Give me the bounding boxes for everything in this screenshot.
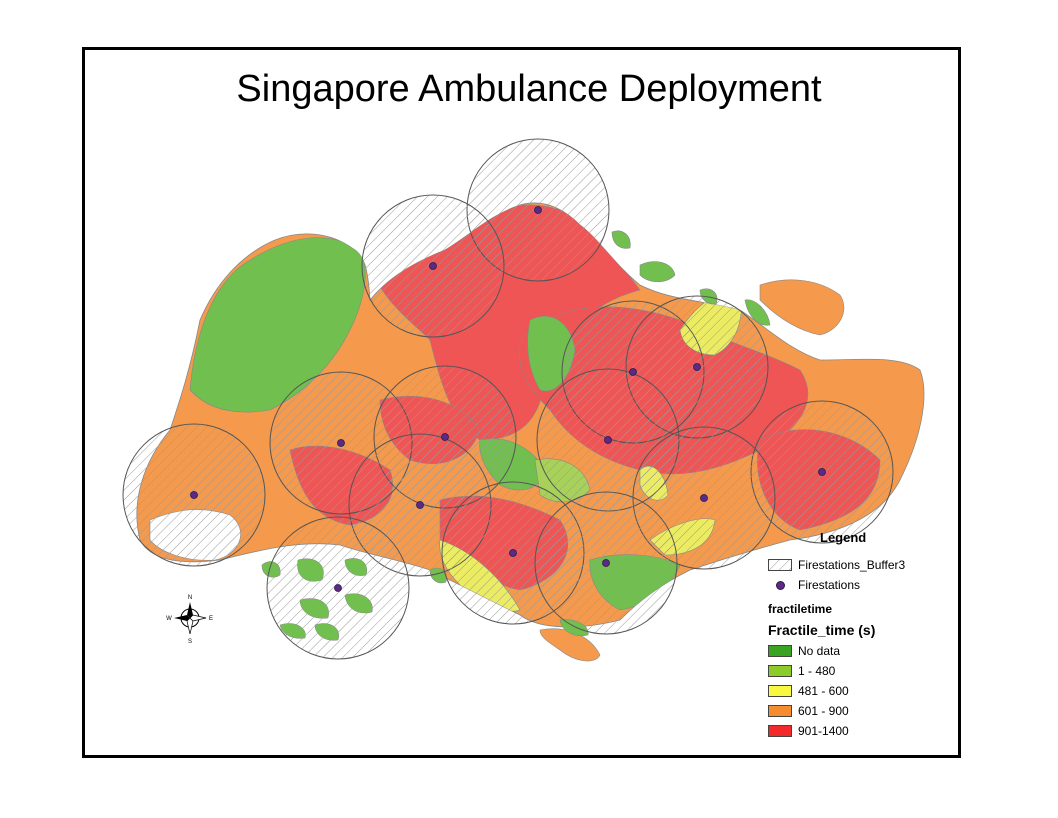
island-pulau-tekong	[639, 261, 676, 283]
firestation-point	[337, 439, 345, 447]
west-label: W	[166, 616, 172, 622]
firestation-point	[429, 262, 437, 270]
class-swatch	[768, 685, 792, 697]
legend-heading: Legend	[820, 530, 867, 545]
station-dot-icon	[768, 580, 792, 590]
legend-buffer-label: Firestations_Buffer3	[798, 558, 906, 572]
legend-buffer-row: Firestations_Buffer3	[768, 555, 958, 575]
island-sentosa	[539, 628, 601, 662]
firestation-point	[534, 206, 542, 214]
class-swatch	[768, 705, 792, 717]
island-s-5	[279, 623, 306, 639]
firestation-point	[334, 584, 342, 592]
south-label: S	[188, 639, 192, 645]
firestation-point	[693, 363, 701, 371]
firestation-point	[818, 468, 826, 476]
legend-class-label: No data	[798, 644, 841, 658]
legend-class-label: 481 - 600	[798, 684, 849, 698]
legend-class-row: 1 - 480	[768, 661, 958, 681]
legend-class-row: 481 - 600	[768, 681, 958, 701]
firestation-point	[416, 501, 424, 509]
island-s-3	[344, 558, 368, 576]
firestation-point	[629, 368, 637, 376]
island-pulau-ubin	[759, 279, 845, 336]
island-s-6	[314, 623, 340, 641]
offshore-islands	[261, 230, 845, 662]
island-ne-small-1	[611, 230, 631, 249]
class-swatch	[768, 645, 792, 657]
east-label: E	[209, 616, 213, 622]
island-s-1	[297, 558, 324, 582]
legend-class-row: 901-1400	[768, 721, 958, 741]
class-swatch	[768, 665, 792, 677]
firestation-point	[700, 494, 708, 502]
legend-class-label: 1 - 480	[798, 664, 836, 678]
legend-class-row: No data	[768, 641, 958, 661]
legend-field-alias: Fractile_time (s)	[768, 622, 876, 638]
firestation-point	[190, 491, 198, 499]
legend-class-label: 601 - 900	[798, 704, 849, 718]
southern-islands	[279, 558, 373, 641]
legend-field-name: fractiletime	[768, 602, 833, 616]
firestation-points	[190, 206, 826, 592]
legend-class-row: 601 - 900	[768, 701, 958, 721]
firestation-point	[441, 433, 449, 441]
island-s-2	[299, 598, 329, 619]
firestation-point	[509, 549, 517, 557]
class-swatch	[768, 725, 792, 737]
hatch-swatch-icon	[768, 559, 792, 571]
north-arrow: N S E W	[166, 595, 213, 645]
island-ne-small-2	[744, 299, 771, 326]
legend-stations-row: Firestations	[768, 575, 958, 595]
island-s-4	[344, 593, 373, 614]
legend: Legend Firestations_Buffer3 Firestations…	[768, 530, 958, 741]
north-label: N	[188, 595, 192, 601]
map-title: Singapore Ambulance Deployment	[236, 68, 822, 110]
legend-class-label: 901-1400	[798, 724, 849, 738]
legend-stations-label: Firestations	[798, 578, 861, 592]
firestation-point	[604, 436, 612, 444]
firestation-point	[602, 559, 610, 567]
